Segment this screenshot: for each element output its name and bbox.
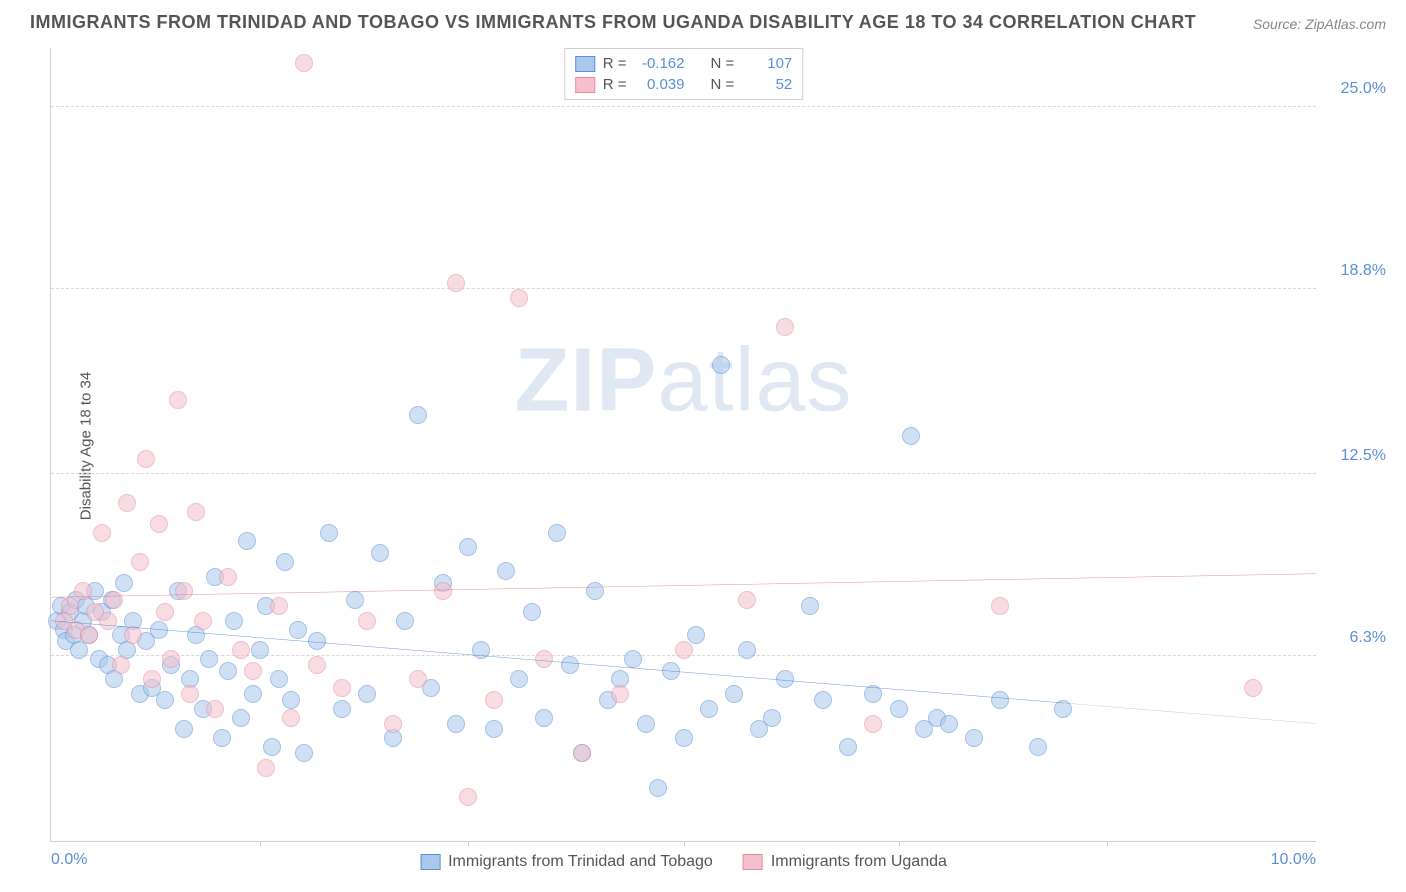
x-tick-label: 10.0%	[1271, 851, 1316, 869]
legend-stat-row: R = -0.162 N = 107	[575, 53, 793, 74]
correlation-legend: R = -0.162 N = 107 R = 0.039 N = 52	[564, 48, 804, 100]
r-label: R =	[603, 55, 627, 72]
legend-swatch	[575, 56, 595, 72]
legend-swatch	[575, 77, 595, 93]
legend-series-label: Immigrants from Uganda	[771, 853, 947, 871]
plot-area: ZIPatlas R =-0.162N =107R =0.039N =52 Im…	[50, 48, 1316, 842]
y-tick-label: 6.3%	[1326, 629, 1386, 647]
x-tick-mark	[1107, 841, 1108, 847]
y-tick-label: 25.0%	[1326, 80, 1386, 98]
r-label: R =	[603, 76, 627, 93]
legend-stat-row: R = 0.039 N = 52	[575, 74, 793, 95]
x-tick-mark	[468, 841, 469, 847]
source-name: ZipAtlas.com	[1305, 16, 1386, 32]
n-label: N =	[711, 55, 735, 72]
source-label: Source:	[1253, 16, 1301, 32]
legend-series-label: Immigrants from Trinidad and Tobago	[448, 853, 713, 871]
r-value: 0.039	[635, 76, 685, 93]
source-attribution: Source: ZipAtlas.com	[1253, 16, 1386, 32]
n-label: N =	[711, 76, 735, 93]
n-value: 52	[742, 76, 792, 93]
n-value: 107	[742, 55, 792, 72]
trend-line	[51, 574, 1316, 597]
trend-lines	[51, 48, 1316, 841]
legend-series-item: Immigrants from Uganda	[743, 853, 947, 871]
x-tick-mark	[684, 841, 685, 847]
legend-swatch	[743, 854, 763, 870]
x-tick-label: 0.0%	[51, 851, 87, 869]
y-tick-label: 18.8%	[1326, 262, 1386, 280]
legend-swatch	[420, 854, 440, 870]
x-tick-mark	[899, 841, 900, 847]
y-tick-label: 12.5%	[1326, 447, 1386, 465]
trend-line-extrapolated	[1063, 703, 1316, 724]
r-value: -0.162	[635, 55, 685, 72]
chart-title: IMMIGRANTS FROM TRINIDAD AND TOBAGO VS I…	[30, 12, 1196, 33]
x-tick-mark	[260, 841, 261, 847]
trend-line	[51, 621, 1063, 703]
legend-series-item: Immigrants from Trinidad and Tobago	[420, 853, 713, 871]
series-legend: Immigrants from Trinidad and Tobago Immig…	[410, 853, 957, 871]
